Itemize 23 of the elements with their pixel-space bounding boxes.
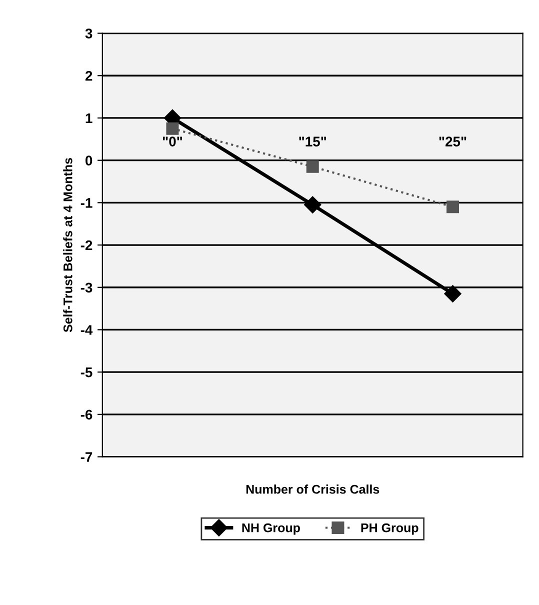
y-tick-label: -3 [80, 282, 92, 293]
x-axis-title: Number of Crisis Calls [246, 484, 380, 494]
y-tick-label: -1 [80, 198, 92, 208]
legend-label: PH Group [361, 523, 418, 535]
point [446, 200, 460, 214]
y-tick-label: 0 [86, 156, 92, 166]
point [444, 285, 462, 302]
y-tick-label: 1 [86, 113, 92, 124]
y-tick-label: -5 [80, 368, 92, 378]
y-tick-label: 2 [85, 70, 92, 81]
y-tick-label: -4 [80, 325, 93, 335]
point [166, 122, 179, 135]
y-tick-label: -6 [80, 410, 92, 420]
y-tick-label: -7 [80, 452, 92, 462]
point [306, 160, 319, 173]
y-axis-title: Self-Trust Beliefs at 4 Months [63, 158, 72, 332]
legend-label: NH Group [242, 523, 300, 535]
y-tick-label: 3 [85, 28, 92, 38]
x-tick-label: "25" [439, 136, 466, 146]
x-tick-label: "15" [299, 136, 326, 146]
y-tick-label: -2 [80, 240, 92, 250]
point [304, 196, 322, 214]
x-tick-label: "0" [162, 136, 182, 146]
